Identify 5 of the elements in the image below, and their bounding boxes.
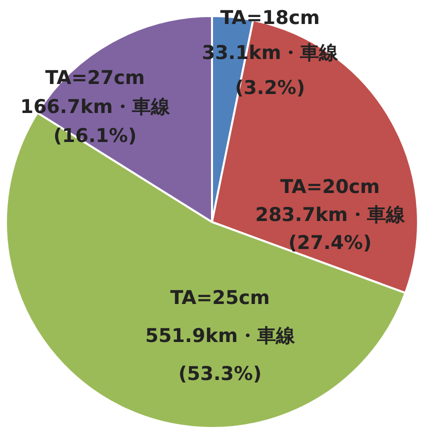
slice-label: TA=18cm (220, 7, 320, 29)
data-label: 551.9km・車線 (53.3%) (145, 325, 296, 385)
slice-label: TA=25cm (170, 287, 270, 309)
data-label: 283.7km・車線 (27.4%) (255, 204, 406, 254)
slice-label: TA=20cm (280, 176, 380, 198)
